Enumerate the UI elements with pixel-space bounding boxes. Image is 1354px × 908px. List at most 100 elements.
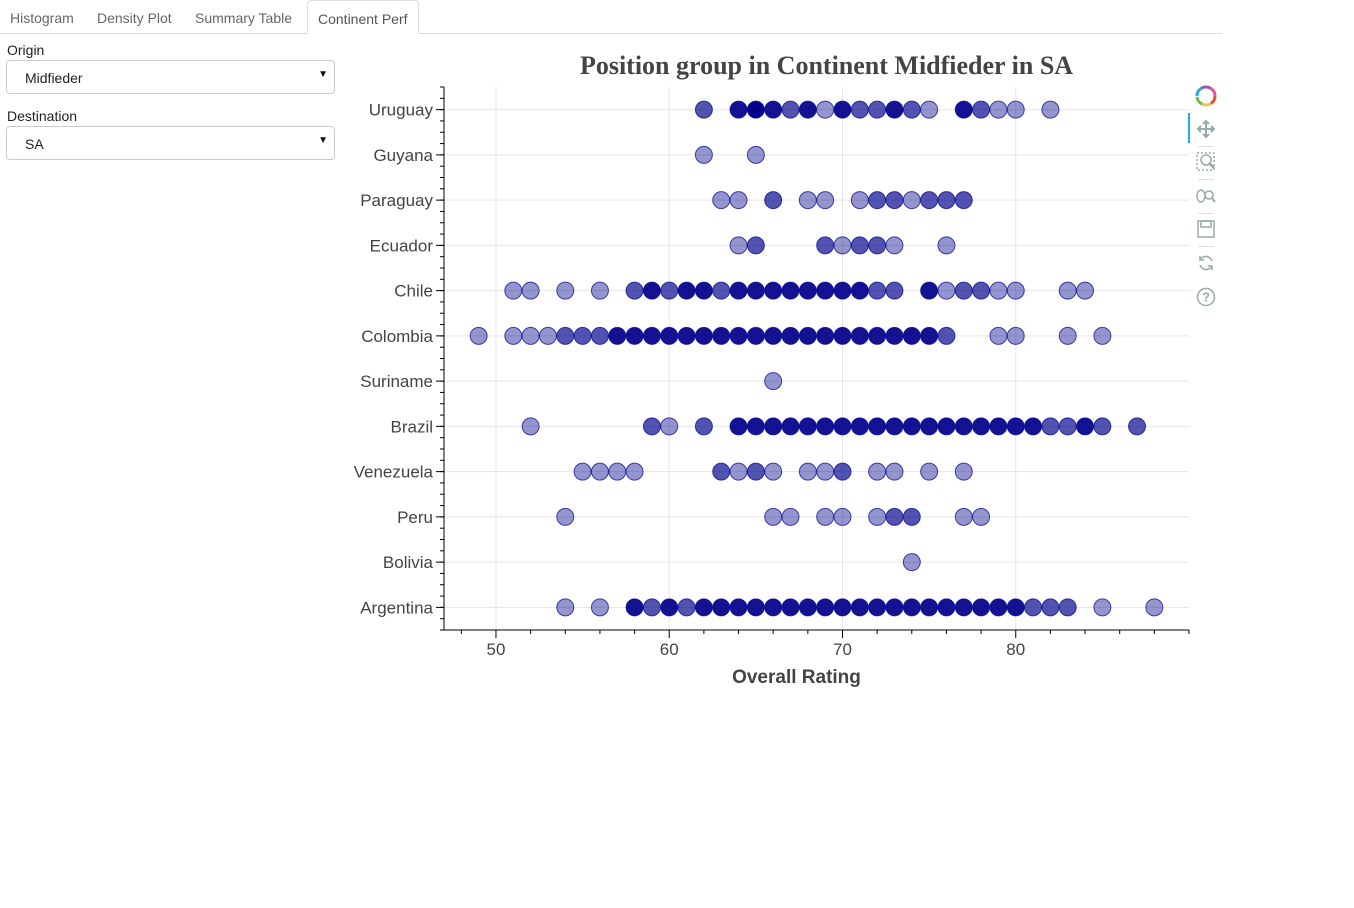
scatter-point — [798, 598, 817, 617]
scatter-point — [694, 145, 713, 164]
scatter-point — [746, 462, 765, 481]
scatter-point — [885, 326, 904, 345]
scatter-point — [868, 417, 887, 436]
scatter-point — [833, 598, 852, 617]
scatter-point — [989, 598, 1008, 617]
scatter-point — [902, 598, 921, 617]
scatter-point — [868, 191, 887, 210]
help-icon[interactable]: ? — [1192, 283, 1220, 311]
scatter-point — [729, 326, 748, 345]
scatter-point — [642, 281, 661, 300]
scatter-point — [504, 281, 523, 300]
y-category-label: Colombia — [361, 327, 433, 346]
scatter-point — [920, 462, 939, 481]
tab-summary-table[interactable]: Summary Table — [195, 10, 293, 26]
scatter-point — [556, 598, 575, 617]
tab-density-plot[interactable]: Density Plot — [97, 10, 172, 26]
scatter-point — [746, 236, 765, 255]
origin-select[interactable]: Midfieder ▼ — [6, 60, 335, 94]
scatter-point — [521, 417, 540, 436]
y-category-label: Brazil — [390, 417, 433, 436]
scatter-point — [920, 598, 939, 617]
tab-continent-perf[interactable]: Continent Perf — [307, 0, 419, 34]
scatter-point — [694, 326, 713, 345]
tab-histogram[interactable]: Histogram — [10, 10, 74, 26]
scatter-point — [920, 326, 939, 345]
scatter-point — [816, 326, 835, 345]
scatter-point — [660, 417, 679, 436]
scatter-point — [694, 100, 713, 119]
scatter-point — [746, 100, 765, 119]
scatter-point — [885, 507, 904, 526]
scatter-point — [1076, 281, 1095, 300]
scatter-point — [972, 100, 991, 119]
scatter-point — [816, 598, 835, 617]
scatter-point — [712, 598, 731, 617]
scatter-point — [920, 191, 939, 210]
scatter-point — [781, 417, 800, 436]
scatter-point — [1006, 281, 1025, 300]
scatter-point — [660, 598, 679, 617]
destination-select[interactable]: SA ▼ — [6, 126, 335, 160]
scatter-point — [937, 281, 956, 300]
scatter-point — [816, 191, 835, 210]
toolbar-divider — [1198, 213, 1214, 214]
scatter-point — [989, 281, 1008, 300]
x-tick-label: 50 — [487, 640, 506, 659]
scatter-point — [954, 507, 973, 526]
scatter-point — [798, 281, 817, 300]
wheel-zoom-icon[interactable] — [1192, 182, 1220, 210]
scatter-point — [954, 100, 973, 119]
scatter-point — [972, 281, 991, 300]
scatter-point — [1128, 417, 1147, 436]
scatter-point — [816, 462, 835, 481]
scatter-point — [590, 281, 609, 300]
origin-label: Origin — [7, 42, 45, 58]
scatter-point — [1058, 281, 1077, 300]
destination-select-value: SA — [25, 136, 44, 152]
x-axis-label: Overall Rating — [732, 667, 861, 688]
bokeh-logo-icon[interactable] — [1192, 82, 1220, 110]
scatter-point — [833, 281, 852, 300]
scatter-point — [729, 598, 748, 617]
reset-icon[interactable] — [1192, 249, 1220, 277]
scatter-point — [677, 281, 696, 300]
y-category-label: Bolivia — [383, 553, 434, 572]
scatter-point — [798, 100, 817, 119]
scatter-point — [833, 236, 852, 255]
scatter-point — [764, 191, 783, 210]
scatter-point — [764, 100, 783, 119]
scatter-point — [798, 326, 817, 345]
scatter-point — [764, 462, 783, 481]
scatter-point — [868, 236, 887, 255]
y-category-label: Suriname — [360, 372, 433, 391]
scatter-point — [868, 281, 887, 300]
scatter-point — [833, 326, 852, 345]
scatter-point — [729, 417, 748, 436]
scatter-point — [937, 417, 956, 436]
scatter-point — [868, 100, 887, 119]
scatter-point — [712, 462, 731, 481]
save-icon[interactable] — [1192, 215, 1220, 243]
scatter-point — [590, 598, 609, 617]
scatter-point — [885, 191, 904, 210]
box-zoom-icon[interactable] — [1192, 148, 1220, 176]
x-tick-label: 80 — [1006, 640, 1025, 659]
scatter-point — [729, 236, 748, 255]
scatter-point — [833, 507, 852, 526]
scatter-point — [781, 100, 800, 119]
toolbar-divider — [1198, 146, 1214, 147]
scatter-point — [1024, 598, 1043, 617]
scatter-point — [712, 281, 731, 300]
chevron-down-icon: ▼ — [318, 135, 328, 146]
scatter-point — [850, 100, 869, 119]
scatter-point — [885, 417, 904, 436]
scatter-point — [556, 281, 575, 300]
pan-icon[interactable] — [1192, 115, 1220, 143]
scatter-point — [625, 598, 644, 617]
scatter-point — [764, 598, 783, 617]
scatter-chart[interactable]: Position group in Continent Midfieder in… — [340, 40, 1190, 700]
scatter-point — [694, 417, 713, 436]
scatter-point — [902, 507, 921, 526]
scatter-point — [521, 281, 540, 300]
